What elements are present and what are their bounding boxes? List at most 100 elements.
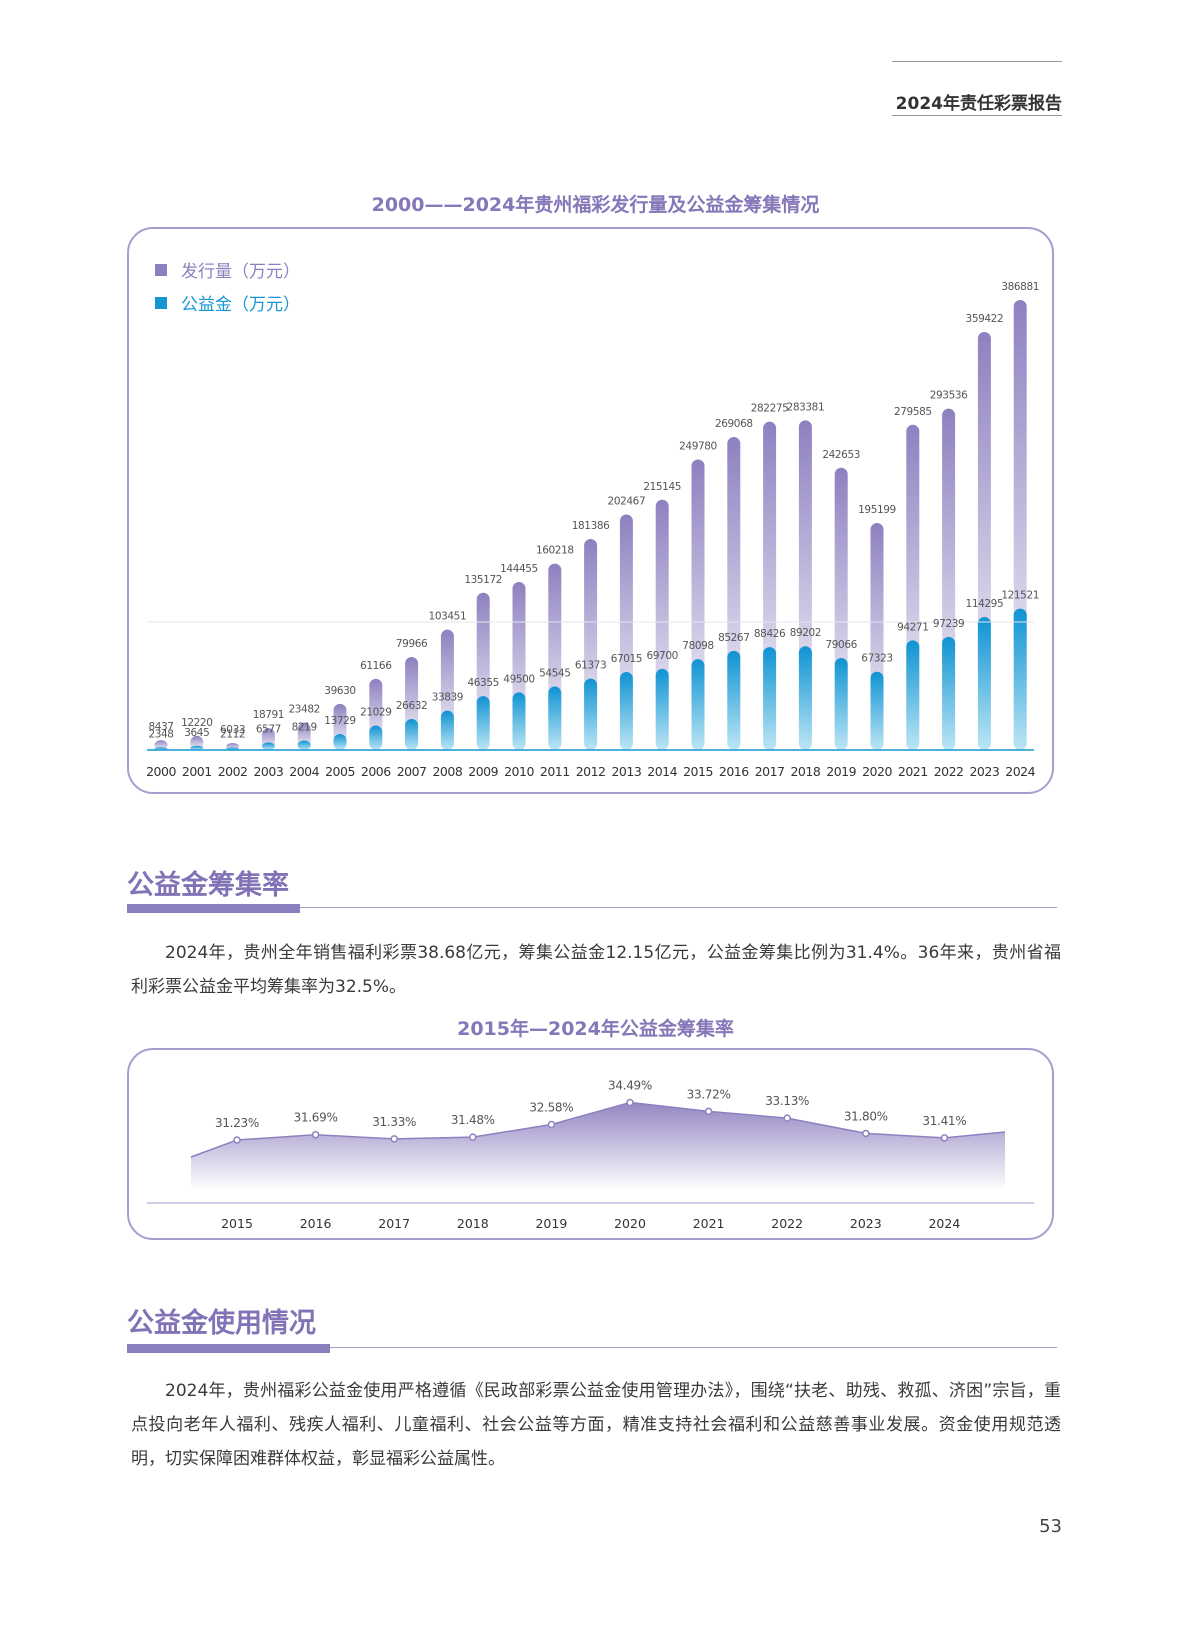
sales-value-label: 293536 [930, 390, 968, 402]
welfare-bar [297, 740, 311, 750]
x-tick-label: 2001 [182, 764, 212, 779]
welfare-value-label: 97239 [933, 618, 964, 630]
x-tick-label: 2019 [826, 764, 856, 779]
welfare-bar [619, 672, 633, 750]
rate-area [191, 1102, 1005, 1188]
sales-value-label: 39630 [324, 685, 355, 697]
sales-value-label: 195199 [858, 504, 896, 516]
x-tick-label: 2009 [468, 764, 498, 779]
welfare-value-label: 26632 [396, 700, 427, 712]
sales-value-label: 283381 [787, 401, 825, 413]
x-tick-label: 2015 [221, 1216, 253, 1231]
welfare-bar [190, 745, 204, 750]
rate-point [626, 1098, 634, 1107]
rate-value-label: 32.58% [529, 1100, 573, 1114]
rate-point [783, 1114, 791, 1122]
section-accent-bar-usage [127, 1344, 330, 1353]
rate-value-label: 31.69% [294, 1111, 338, 1125]
rate-point [704, 1107, 713, 1116]
x-tick-label: 2021 [898, 764, 928, 779]
sales-value-label: 144455 [500, 563, 538, 575]
welfare-bar [727, 650, 741, 750]
welfare-value-label: 114295 [966, 598, 1004, 610]
welfare-rate-area-chart: 31.23% 2015 31.69% 2016 31.33% 2017 31.48% 2018… [147, 1079, 1034, 1231]
welfare-value-label: 61373 [575, 660, 606, 672]
x-tick-label: 2005 [325, 764, 355, 779]
welfare-bar [440, 710, 454, 750]
x-tick-label: 2006 [361, 764, 391, 779]
rate-point [940, 1134, 949, 1142]
rate-point [311, 1130, 320, 1139]
welfare-bar [655, 668, 669, 750]
paragraph-usage: 2024年，贵州福彩公益金使用严格遵循《民政部彩票公益金使用管理办法》，围绕“扶… [131, 1381, 1061, 1469]
x-tick-label: 2015 [683, 764, 713, 779]
welfare-bar [405, 719, 419, 750]
section-rule-usage [127, 1347, 1057, 1348]
x-tick-label: 2022 [771, 1216, 803, 1231]
sales-value-label: 18791 [253, 709, 284, 721]
x-tick-label: 2018 [790, 764, 820, 779]
x-tick-label: 2024 [928, 1216, 960, 1231]
welfare-bar [476, 696, 490, 750]
welfare-value-label: 2348 [148, 728, 173, 740]
sales-value-label: 135172 [464, 574, 502, 586]
welfare-bar [261, 742, 275, 750]
sales-value-label: 8437 [148, 721, 173, 733]
legend-sales: 发行量（万元） [155, 257, 300, 282]
x-tick-label: 2010 [504, 764, 534, 779]
x-tick-label: 2020 [614, 1216, 646, 1231]
section-heading-rate: 公益金筹集率 [127, 870, 289, 901]
sales-value-label: 79966 [396, 638, 428, 650]
rate-value-label: 31.33% [372, 1115, 416, 1129]
x-tick-label: 2017 [755, 764, 785, 779]
welfare-bar [834, 658, 848, 750]
x-tick-label: 2013 [611, 764, 641, 779]
welfare-bar [369, 725, 383, 750]
x-tick-label: 2008 [432, 764, 462, 779]
welfare-value-label: 67323 [861, 653, 892, 665]
rate-point [233, 1136, 241, 1144]
x-tick-label: 2023 [969, 764, 999, 779]
sales-value-label: 202467 [608, 496, 646, 508]
welfare-value-label: 13729 [324, 715, 355, 727]
welfare-bar [942, 636, 956, 750]
welfare-value-label: 89202 [790, 627, 821, 639]
sales-value-label: 23482 [288, 704, 319, 716]
welfare-value-label: 69700 [646, 650, 677, 662]
page-number: 53 [1039, 1516, 1062, 1537]
section-heading-usage: 公益金使用情况 [127, 1308, 316, 1339]
welfare-value-label: 46355 [467, 677, 498, 689]
rate-point [469, 1133, 477, 1141]
welfare-value-label: 6577 [256, 723, 281, 735]
rate-point [390, 1135, 398, 1143]
section-rule-rate [127, 907, 1057, 908]
sales-value-label: 269068 [715, 418, 753, 430]
welfare-value-label: 54545 [539, 668, 570, 680]
sales-value-label: 103451 [429, 611, 467, 623]
report-title: 2024年责任彩票报告 [895, 94, 1062, 114]
rate-value-label: 31.80% [844, 1109, 888, 1123]
x-tick-label: 2002 [218, 764, 248, 779]
sales-value-label: 242653 [822, 449, 860, 461]
sales-value-label: 279585 [894, 406, 932, 418]
welfare-value-label: 88426 [754, 628, 786, 640]
x-tick-label: 2018 [457, 1216, 489, 1231]
x-tick-label: 2020 [862, 764, 892, 779]
x-tick-label: 2007 [397, 764, 427, 779]
sales-value-label: 61166 [360, 660, 392, 672]
legend-welfare-swatch [155, 296, 167, 309]
x-tick-label: 2004 [289, 764, 319, 779]
x-tick-label: 2023 [850, 1216, 882, 1231]
welfare-bar [977, 617, 991, 750]
welfare-value-label: 33839 [432, 692, 463, 704]
welfare-bar [691, 659, 705, 750]
welfare-bar [870, 671, 884, 750]
x-tick-label: 2016 [719, 764, 749, 779]
chart1-title: 2000——2024年贵州福彩发行量及公益金筹集情况 [371, 194, 820, 216]
sales-value-label: 12220 [181, 717, 212, 729]
x-tick-label: 2000 [146, 764, 176, 779]
welfare-value-label: 78098 [682, 640, 713, 652]
welfare-bar [548, 686, 562, 750]
x-tick-label: 2003 [253, 764, 283, 779]
